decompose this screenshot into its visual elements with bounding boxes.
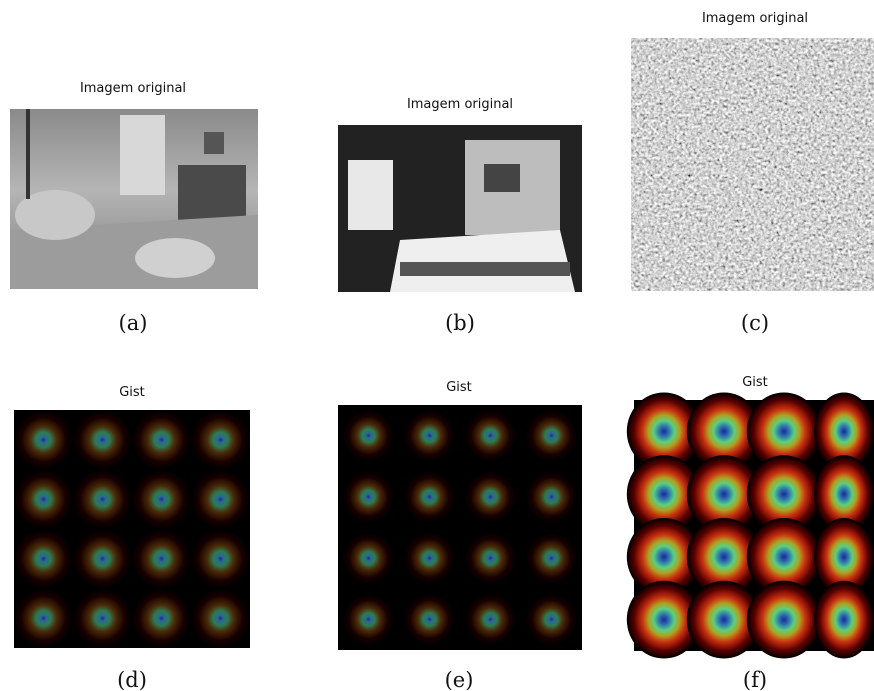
panel-caption: (a) — [119, 311, 148, 335]
gist-blob — [404, 594, 455, 645]
gist-blob — [14, 410, 73, 470]
panel-title: Imagem original — [407, 97, 513, 112]
gist-blob — [343, 471, 394, 522]
gist-blob — [132, 410, 191, 470]
gist-blob — [343, 594, 394, 645]
gist-blob — [343, 532, 394, 583]
panel-caption: (f) — [743, 668, 767, 691]
gist-blob — [404, 471, 455, 522]
gist-blob — [465, 410, 516, 461]
gist-blob — [132, 470, 191, 530]
panel-title: Gist — [446, 380, 472, 395]
gist-blob — [526, 594, 577, 645]
gist-blob — [191, 470, 250, 530]
gist-blob — [465, 594, 516, 645]
photo-a — [10, 109, 258, 289]
panel-caption: (d) — [117, 668, 147, 691]
gist-blob — [404, 410, 455, 461]
gist-blob — [132, 529, 191, 589]
gist-blob — [526, 471, 577, 522]
gist-blob — [404, 532, 455, 583]
photo-c — [631, 38, 874, 291]
panel-title: Gist — [119, 385, 145, 400]
panel-caption: (b) — [445, 311, 475, 335]
gist-blob — [132, 589, 191, 649]
gist-blob — [814, 581, 874, 659]
figure: Imagem original Imagem original Imagem o… — [0, 0, 874, 691]
gist-blob — [526, 410, 577, 461]
photo-b — [338, 125, 582, 292]
gist-maps — [14, 392, 874, 658]
gist-blob — [14, 529, 73, 589]
gist-blob — [191, 589, 250, 649]
gist-blob — [191, 410, 250, 470]
gist-blob — [73, 410, 132, 470]
gist-blob — [747, 581, 821, 659]
gist-blob — [73, 529, 132, 589]
gist-blob — [343, 410, 394, 461]
gist-blob — [465, 532, 516, 583]
panel-title: Imagem original — [80, 81, 186, 96]
page: Imagem original Imagem original Imagem o… — [0, 0, 874, 691]
gist-blob — [73, 589, 132, 649]
gist-blob — [14, 470, 73, 530]
panel-title: Gist — [742, 375, 768, 390]
panel-caption: (e) — [445, 668, 474, 691]
gist-blob — [191, 529, 250, 589]
gist-blob — [465, 471, 516, 522]
panel-title: Imagem original — [702, 11, 808, 26]
panel-caption: (c) — [741, 311, 769, 335]
gist-blob — [526, 532, 577, 583]
gist-blob — [73, 470, 132, 530]
gist-blob — [14, 589, 73, 649]
